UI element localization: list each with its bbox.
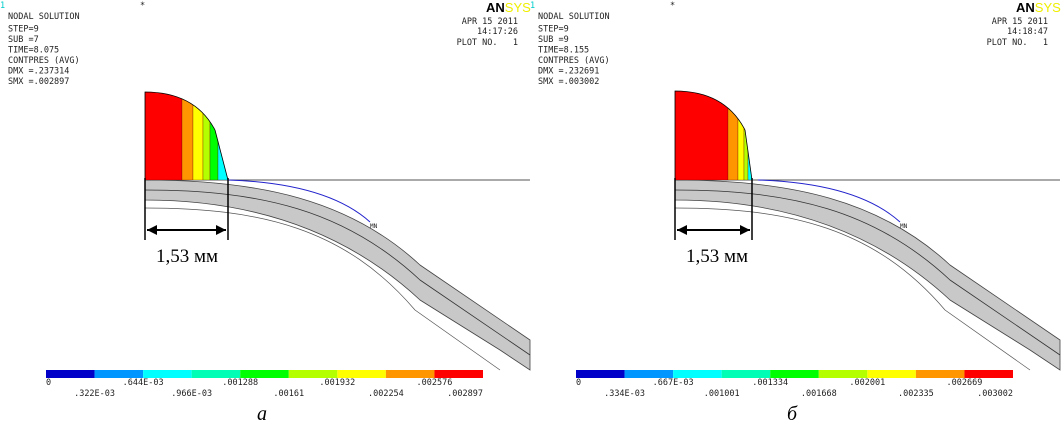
legend-label: .001668 — [801, 389, 837, 399]
shell — [144, 179, 531, 371]
marker: MN — [900, 223, 908, 230]
profile-band — [727, 91, 739, 180]
logo-right: SYS — [505, 0, 531, 15]
profile-band — [217, 92, 228, 180]
legend-swatch — [191, 370, 241, 378]
legend-label: .002669 — [947, 378, 983, 388]
legend-swatch — [721, 370, 771, 378]
shell — [674, 179, 1061, 371]
legend-swatch — [46, 370, 95, 378]
profile — [675, 91, 752, 180]
contact-edge — [757, 179, 901, 223]
dimension-label: 1,53 мм — [156, 246, 218, 267]
legend-label: .002254 — [368, 389, 404, 399]
header-line: DMX =.232691 — [538, 67, 599, 77]
header-line: NODAL SOLUTION — [8, 12, 80, 22]
header-line: SMX =.002897 — [8, 77, 69, 87]
profile-band — [737, 91, 745, 180]
profile-band — [145, 92, 183, 180]
header-line: TIME=8.155 — [538, 46, 589, 56]
caption: а — [257, 403, 267, 425]
window-index: 1 — [0, 1, 5, 11]
legend-label: 0 — [576, 378, 581, 388]
shell-mid — [144, 189, 531, 356]
legend-label: .001334 — [752, 378, 788, 388]
logo-left: AN — [486, 0, 505, 15]
header-line: NODAL SOLUTION — [538, 12, 610, 22]
plot-number: PLOT NO. 1 — [457, 38, 518, 48]
legend-swatch — [818, 370, 868, 378]
marker: MN — [370, 223, 378, 230]
legend-swatch — [915, 370, 965, 378]
profile — [145, 92, 228, 180]
legend-label: .003002 — [977, 389, 1013, 399]
profile-band — [181, 92, 194, 180]
header-line: SUB =7 — [8, 35, 39, 45]
legend-label: .002897 — [447, 389, 483, 399]
legend-swatch — [576, 370, 625, 378]
header-line: SMX =.003002 — [538, 77, 599, 87]
legend-label: .001932 — [319, 378, 355, 388]
profile-band — [675, 91, 729, 180]
shell-outer — [144, 207, 501, 371]
legend-swatch — [673, 370, 722, 378]
header-line: STEP=9 — [538, 25, 569, 35]
header-line: DMX =.237314 — [8, 67, 69, 77]
header-line: CONTPRES (AVG) — [8, 56, 80, 66]
legend-label: .322E-03 — [74, 389, 115, 399]
legend-swatch — [337, 370, 386, 378]
plot-number: PLOT NO. 1 — [987, 38, 1048, 48]
star: * — [670, 1, 675, 11]
legend-swatch — [143, 370, 192, 378]
legend-swatch — [240, 370, 289, 378]
logo-left: AN — [1016, 0, 1035, 15]
legend-swatch — [964, 370, 1013, 378]
caption: б — [787, 403, 798, 425]
legend-label: .001288 — [222, 378, 258, 388]
logo: ANSYS — [486, 0, 531, 15]
time: 14:17:26 — [477, 27, 518, 37]
legend-label: .966E-03 — [171, 389, 212, 399]
legend-swatch — [624, 370, 674, 378]
date: APR 15 2011 — [462, 17, 518, 27]
legend-label: 0 — [46, 378, 51, 388]
legend-label: .002001 — [849, 378, 885, 388]
legend-label: .334E-03 — [604, 389, 645, 399]
profile-band — [202, 92, 211, 180]
legend-swatch — [288, 370, 338, 378]
legend-label: .00161 — [273, 389, 304, 399]
header-line: TIME=8.075 — [8, 46, 59, 56]
star: * — [140, 1, 145, 11]
logo: ANSYS — [1016, 0, 1061, 15]
date: APR 15 2011 — [992, 17, 1048, 27]
header-line: SUB =9 — [538, 35, 569, 45]
legend-label: .002576 — [417, 378, 453, 388]
profile-band — [209, 92, 219, 180]
header-line: CONTPRES (AVG) — [538, 56, 610, 66]
legend-label: .002335 — [898, 389, 934, 399]
time: 14:18:47 — [1007, 27, 1048, 37]
legend-swatch — [770, 370, 819, 378]
legend-swatch — [94, 370, 144, 378]
profile-band — [192, 92, 204, 180]
logo-right: SYS — [1035, 0, 1061, 15]
legend-swatch — [385, 370, 435, 378]
header-line: STEP=9 — [8, 25, 39, 35]
shell-mid — [674, 189, 1061, 356]
legend-label: .001001 — [704, 389, 740, 399]
dimension-label: 1,53 мм — [686, 246, 748, 267]
profile-outline — [674, 90, 753, 181]
window-index: 1 — [530, 1, 535, 11]
profile-outline — [144, 91, 229, 181]
legend-swatch — [867, 370, 916, 378]
shell-outer — [674, 207, 1031, 371]
legend-swatch — [434, 370, 483, 378]
contact-edge — [227, 179, 371, 223]
legend-label: .667E-03 — [653, 378, 694, 388]
legend-label: .644E-03 — [123, 378, 164, 388]
